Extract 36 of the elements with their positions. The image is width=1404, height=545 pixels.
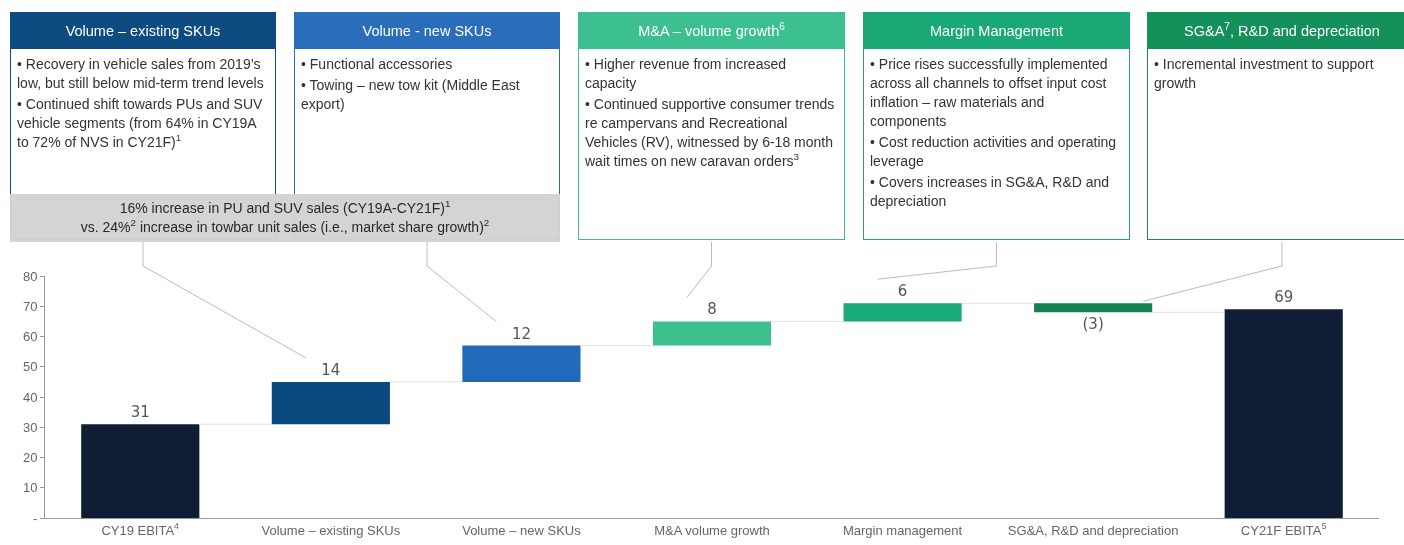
- x-tick-label: CY19 EBITA$^{4}$: [101, 521, 180, 538]
- data-label: 12: [511, 324, 531, 343]
- text: 16% increase in PU and SUV sales (CY19A-CY21F)$^{1}$ vs. 24%$^{2}$ increase in towbar unit sales (i.e., market share growth)$^{2}$: [80, 198, 490, 235]
- data-label: 14: [321, 360, 341, 379]
- x-tick-label: Volume – new SKUs: [462, 522, 582, 538]
- y-tick-label: 30: [22, 419, 38, 435]
- x-tick-label: SG&A, R&D and depreciation: [1007, 522, 1179, 538]
- y-tick-label: 20: [22, 450, 38, 466]
- data-label: 69: [1274, 288, 1294, 307]
- data-label: 6: [897, 282, 908, 301]
- text: Margin Management • Price rises successfully implemented across all channels to offset input cost inflation – raw materials and components • Cost reduction activities and operating leverage • Covers increases in SG&A, R&D and depreciation: [870, 23, 1117, 209]
- y-tick-label: 80: [22, 268, 38, 284]
- x-tick-label: CY21F EBITA$^{5}$: [1240, 521, 1327, 538]
- data-label: (3): [1082, 315, 1104, 334]
- x-tick-label: Volume – existing SKUs: [261, 522, 401, 538]
- bar: [81, 424, 200, 518]
- bar: [843, 303, 962, 322]
- bar: [1034, 303, 1153, 313]
- y-tick-label: 10: [22, 480, 38, 496]
- bar: [652, 321, 772, 346]
- y-tick-label: 40: [22, 389, 38, 405]
- x-tick-label: M&A volume growth: [654, 522, 770, 538]
- bar: [1224, 309, 1343, 518]
- text: SG&A$^{7}$, R&D and depreciation • Incremental investment to support growth: [1153, 20, 1381, 93]
- y-tick-label: 50: [22, 359, 38, 375]
- text: Volume - new SKUs • Functional accessories • Towing – new tow kit (Middle East export): [300, 22, 521, 114]
- text: Volume – existing SKUs • Recovery in vehicle sales from 2019’s low, but still below mid-term trend levels • Continued shift towards PUs and SUV vehicle segments (from 64% in CY19A to 72% of NVS in CY21F)$^{1}$: [16, 22, 265, 152]
- bar: [271, 381, 390, 425]
- text: M&A – volume growth$^{6}$ • Higher revenue from increased capacity • Continued supportive consumer trends re campervans and Recreational Vehicles (RV), witnessed by 6-18 month wait times on new caravan orders$^{3}$: [585, 21, 835, 169]
- y-tick-label: 70: [22, 298, 38, 314]
- data-label: 8: [707, 300, 717, 319]
- y-tick-label: -: [33, 510, 38, 526]
- data-label: 31: [130, 403, 150, 422]
- bar: [462, 345, 581, 382]
- x-tick-label: Margin management: [842, 522, 963, 538]
- y-tick-label: 60: [22, 329, 38, 345]
